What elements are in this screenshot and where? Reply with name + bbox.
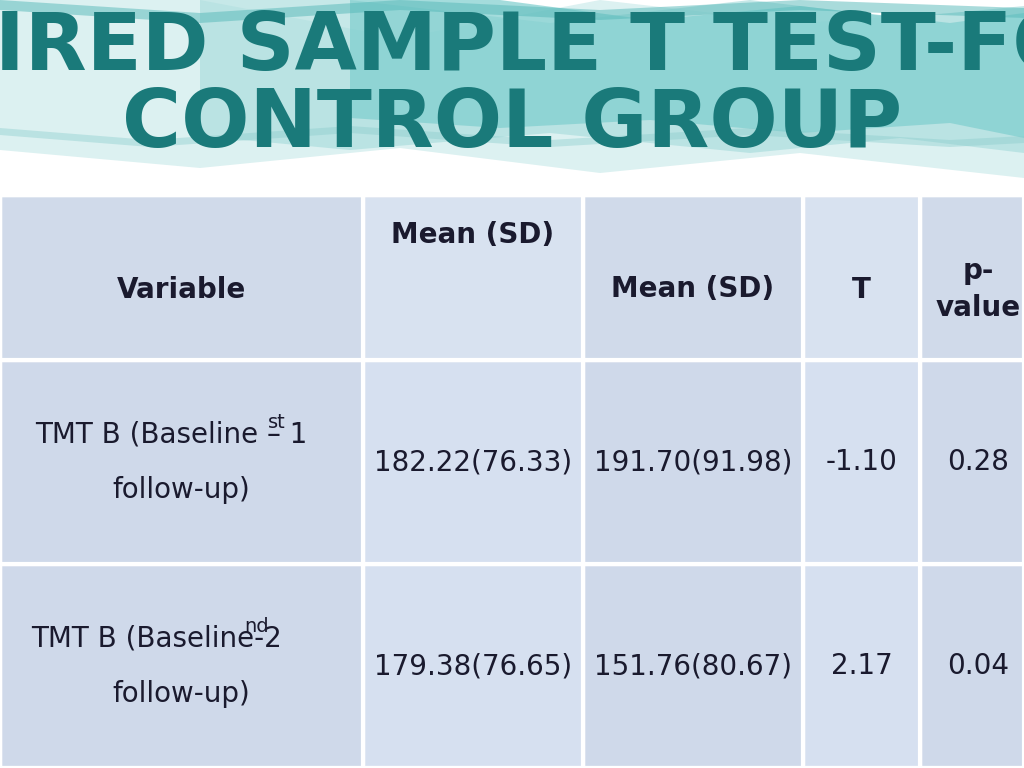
Bar (920, 360, 1024, 564)
Text: 2.17: 2.17 (830, 652, 892, 680)
Bar (583, 195, 803, 360)
Text: TMT B (Baseline-2: TMT B (Baseline-2 (31, 624, 282, 652)
Bar (0, 564, 362, 768)
Polygon shape (0, 126, 1024, 147)
Polygon shape (200, 0, 1024, 153)
Text: 0.04: 0.04 (947, 652, 1010, 680)
Bar (362, 195, 583, 360)
Text: Mean (SD): Mean (SD) (611, 276, 774, 303)
Bar (583, 360, 803, 564)
Text: 151.76(80.67): 151.76(80.67) (594, 652, 792, 680)
Text: follow-up): follow-up) (113, 476, 251, 504)
Text: CONTROL GROUP: CONTROL GROUP (122, 86, 902, 164)
Text: -1.10: -1.10 (825, 448, 897, 476)
Text: st: st (267, 412, 286, 432)
Text: PAIRED SAMPLE T TEST-FOR: PAIRED SAMPLE T TEST-FOR (0, 9, 1024, 87)
Bar (583, 564, 803, 768)
Bar (362, 564, 583, 768)
Polygon shape (350, 0, 1024, 138)
Text: 0.28: 0.28 (947, 448, 1010, 476)
Bar (0, 195, 1024, 768)
Bar (803, 564, 920, 768)
Polygon shape (0, 0, 1024, 23)
Text: T: T (852, 276, 871, 303)
Text: follow-up): follow-up) (113, 680, 251, 708)
Text: 182.22(76.33): 182.22(76.33) (374, 448, 572, 476)
Bar (0, 360, 362, 564)
Text: TMT B (Baseline – 1: TMT B (Baseline – 1 (35, 420, 307, 448)
Bar (362, 360, 583, 564)
Bar (920, 195, 1024, 360)
Bar (803, 360, 920, 564)
Bar (0, 195, 362, 360)
Text: Mean (SD): Mean (SD) (391, 221, 555, 249)
Bar (803, 195, 920, 360)
Text: nd: nd (245, 617, 269, 635)
Text: p-
value: p- value (936, 257, 1021, 322)
Polygon shape (0, 0, 1024, 178)
Text: Variable: Variable (117, 276, 246, 303)
Text: 191.70(91.98): 191.70(91.98) (594, 448, 793, 476)
Bar (920, 564, 1024, 768)
Text: 179.38(76.65): 179.38(76.65) (374, 652, 572, 680)
